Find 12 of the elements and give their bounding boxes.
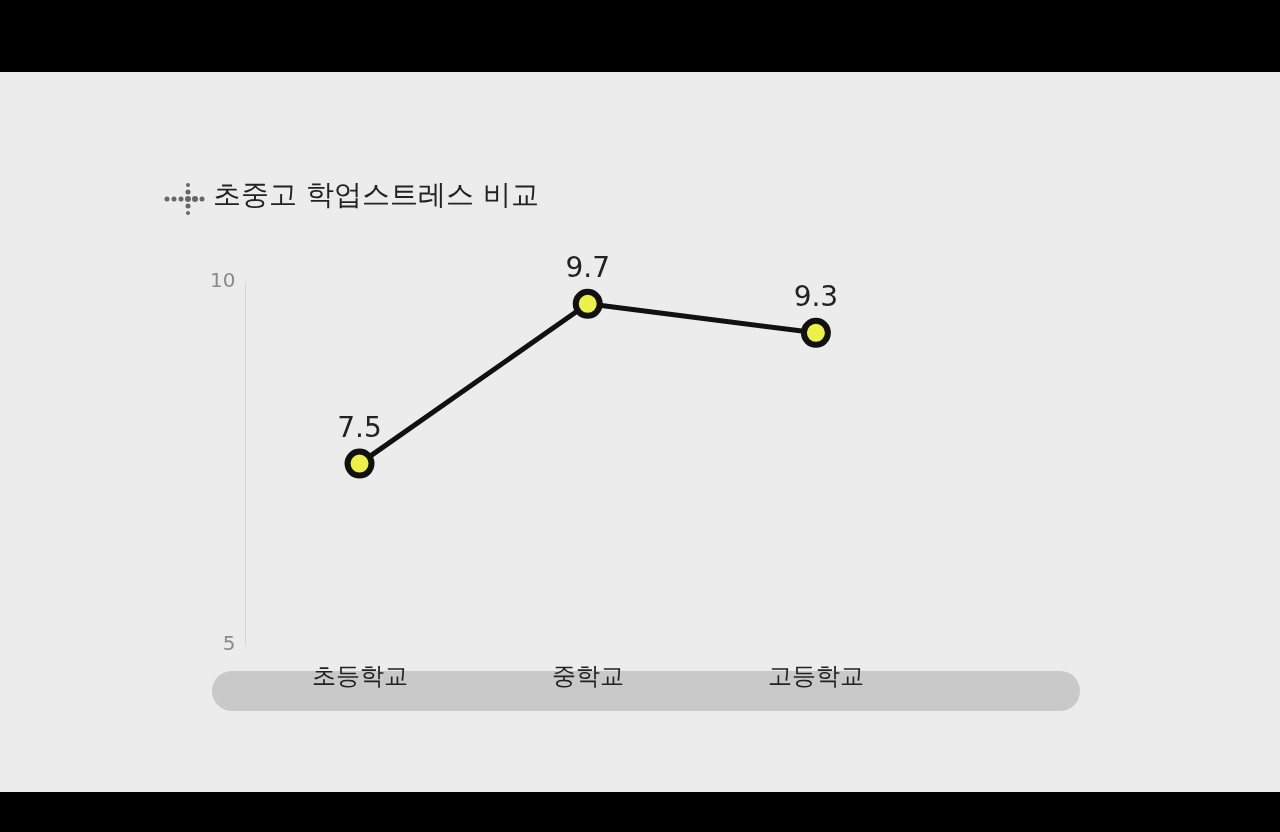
point (800, 317, 831, 348)
chart-title: 초중고 학업스트레스 비교 (213, 177, 539, 213)
point (344, 448, 375, 479)
x-tick-label: 고등학교 (767, 661, 864, 690)
y-tick-label: 10 (210, 268, 236, 293)
point (572, 288, 603, 319)
data-label: 9.3 (793, 280, 839, 314)
x-tick-label: 중학교 (551, 661, 624, 690)
data-label: 9.7 (565, 251, 610, 285)
x-tick-label: 초등학교 (311, 661, 408, 690)
y-tick-label: 5 (222, 631, 236, 656)
data-label: 7.5 (337, 410, 382, 444)
